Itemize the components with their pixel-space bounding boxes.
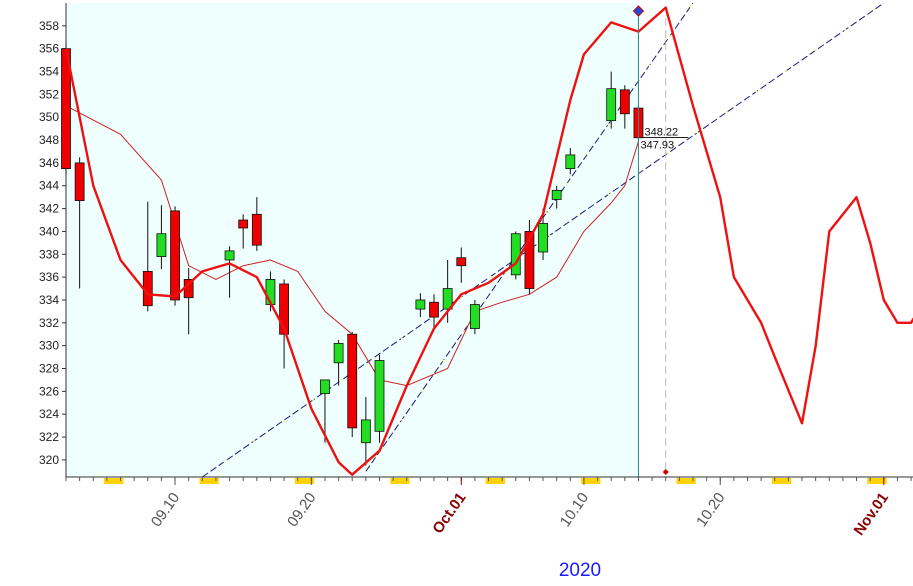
candle-body bbox=[320, 379, 330, 395]
candle bbox=[156, 205, 167, 270]
candle-body bbox=[279, 283, 289, 335]
candle bbox=[606, 71, 617, 129]
candle-body bbox=[374, 360, 385, 432]
candle bbox=[224, 246, 235, 298]
forecast-line bbox=[64, 6, 913, 476]
y-tick-label: 344 bbox=[39, 179, 59, 193]
candle-body bbox=[170, 210, 180, 301]
y-tick-label: 342 bbox=[39, 202, 59, 216]
candle-body bbox=[619, 89, 630, 115]
y-tick-label: 328 bbox=[39, 361, 59, 375]
y-tick-label: 354 bbox=[39, 65, 59, 79]
candle-body bbox=[74, 162, 85, 201]
candle-body bbox=[415, 299, 426, 310]
candle-body bbox=[538, 223, 548, 253]
forecast-path bbox=[64, 6, 913, 476]
candle bbox=[415, 293, 426, 318]
candle bbox=[374, 354, 385, 443]
candle bbox=[429, 294, 439, 329]
weekend-band bbox=[676, 478, 696, 484]
x-axis-bands bbox=[104, 478, 887, 484]
candle bbox=[279, 279, 289, 369]
candle-body bbox=[524, 231, 535, 289]
y-tick-label: 356 bbox=[39, 42, 59, 56]
candle-body bbox=[238, 219, 249, 229]
y-tick-label: 336 bbox=[39, 270, 59, 284]
candle-body bbox=[442, 288, 453, 310]
candle bbox=[538, 208, 548, 260]
candle bbox=[619, 85, 630, 129]
weekend-band bbox=[104, 478, 124, 484]
candle-body bbox=[565, 154, 576, 170]
y-tick-label: 358 bbox=[39, 19, 59, 33]
weekend-band bbox=[199, 478, 219, 484]
candle bbox=[251, 197, 262, 251]
candle bbox=[469, 299, 480, 335]
weekend-band bbox=[485, 478, 505, 484]
candle bbox=[524, 220, 535, 295]
y-tick-label: 340 bbox=[39, 224, 59, 238]
candle bbox=[360, 397, 371, 466]
candle bbox=[170, 206, 180, 306]
y-tick-label: 326 bbox=[39, 384, 59, 398]
candle-body bbox=[156, 233, 167, 257]
y-tick-label: 348 bbox=[39, 133, 59, 147]
weekend-band bbox=[390, 478, 410, 484]
candle bbox=[347, 331, 358, 438]
candle-body bbox=[606, 88, 617, 122]
price-label-close: 348.22 bbox=[644, 127, 678, 139]
y-tick-label: 350 bbox=[39, 110, 59, 124]
y-tick-label: 330 bbox=[39, 339, 59, 353]
weekend-band bbox=[771, 478, 792, 484]
candle bbox=[565, 148, 576, 175]
cursor-diamond-marker bbox=[632, 5, 645, 17]
candle-body bbox=[251, 213, 262, 246]
candle bbox=[61, 42, 71, 175]
candle-body bbox=[510, 233, 521, 276]
y-tick-label: 320 bbox=[39, 453, 59, 467]
candle-body bbox=[469, 304, 480, 329]
candle-body bbox=[551, 189, 562, 200]
forecast-date-marker bbox=[662, 469, 669, 475]
candle-body bbox=[224, 250, 235, 261]
candle bbox=[74, 157, 85, 289]
y-tick-label: 324 bbox=[39, 407, 59, 421]
y-tick-label: 352 bbox=[39, 87, 59, 101]
candle-body bbox=[61, 48, 71, 170]
candle-body bbox=[429, 301, 439, 318]
x-axis-year-label: 2020 bbox=[559, 560, 601, 581]
y-axis: 320 322 324 326 328 330 332 334 336 338 340 342 344 3… bbox=[39, 3, 67, 477]
candle bbox=[320, 379, 330, 443]
price-label-ma: 347.93 bbox=[640, 140, 674, 152]
y-tick-label: 334 bbox=[39, 293, 59, 307]
candle bbox=[456, 247, 467, 283]
y-tick-label: 332 bbox=[39, 316, 59, 330]
candle bbox=[551, 185, 562, 209]
weekend-band bbox=[867, 478, 887, 484]
candle-body bbox=[456, 257, 467, 267]
weekend-band bbox=[581, 478, 601, 484]
candle bbox=[238, 214, 249, 249]
candle-body bbox=[347, 333, 358, 429]
y-tick-label: 322 bbox=[39, 430, 59, 444]
candle bbox=[333, 339, 344, 386]
candle-body bbox=[333, 342, 344, 364]
weekend-band bbox=[294, 478, 315, 484]
y-tick-label: 346 bbox=[39, 156, 59, 170]
candle-body bbox=[360, 419, 371, 444]
y-tick-label: 338 bbox=[39, 247, 59, 261]
date-cursor[interactable] bbox=[632, 5, 669, 477]
